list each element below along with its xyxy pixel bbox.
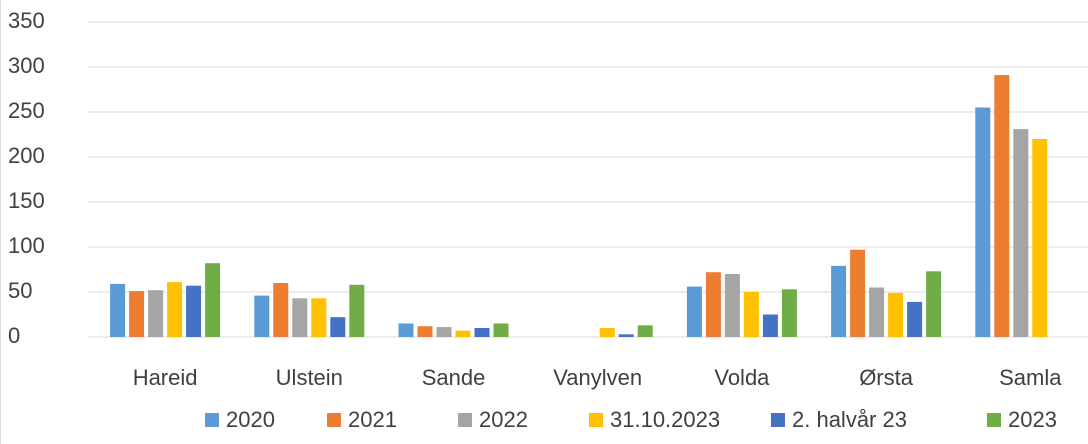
- bar: [686, 286, 702, 337]
- bar: [474, 328, 490, 337]
- bar: [850, 249, 866, 337]
- legend-label: 2021: [348, 407, 397, 432]
- legend-swatch: [771, 413, 785, 427]
- y-tick-label: 0: [8, 323, 20, 348]
- bar: [129, 291, 145, 337]
- bar: [273, 283, 289, 337]
- x-tick-label: Ørsta: [859, 365, 914, 390]
- y-tick-label: 350: [8, 8, 45, 33]
- bar: [205, 263, 221, 337]
- bar: [455, 330, 471, 337]
- bar: [254, 295, 270, 337]
- legend-label: 2023: [1008, 407, 1057, 432]
- x-tick-label: Sande: [422, 365, 486, 390]
- bar: [398, 323, 414, 337]
- bar: [618, 334, 634, 337]
- x-tick-label: Ulstein: [276, 365, 343, 390]
- bar: [637, 325, 653, 337]
- bar: [781, 289, 797, 337]
- y-tick-label: 50: [8, 278, 32, 303]
- legend-label: 31.10.2023: [610, 407, 720, 432]
- bar: [311, 298, 327, 337]
- bar: [869, 287, 885, 337]
- bar: [724, 274, 740, 337]
- bar: [599, 328, 615, 337]
- bar: [349, 284, 365, 337]
- y-tick-label: 300: [8, 53, 45, 78]
- bar: [493, 323, 509, 337]
- bar: [110, 283, 126, 337]
- bar: [994, 75, 1010, 337]
- legend-label: 2. halvår 23: [792, 407, 907, 432]
- legend-label: 2020: [226, 407, 275, 432]
- bar: [926, 271, 942, 337]
- legend-label: 2022: [479, 407, 528, 432]
- bar: [831, 265, 847, 337]
- x-tick-label: Samla: [999, 365, 1062, 390]
- y-tick-label: 150: [8, 188, 45, 213]
- bar: [705, 272, 721, 337]
- y-tick-label: 200: [8, 143, 45, 168]
- legend-swatch: [987, 413, 1001, 427]
- bar: [330, 317, 346, 337]
- bar: [148, 290, 164, 337]
- legend-swatch: [205, 413, 219, 427]
- legend-swatch: [458, 413, 472, 427]
- legend-swatch: [589, 413, 603, 427]
- x-tick-label: Volda: [714, 365, 770, 390]
- y-tick-label: 250: [8, 98, 45, 123]
- bar: [1032, 139, 1048, 337]
- bar: [907, 301, 923, 337]
- bar: [292, 298, 308, 337]
- bar: [743, 292, 759, 337]
- bar: [436, 327, 452, 337]
- legend-swatch: [327, 413, 341, 427]
- x-tick-label: Vanylven: [553, 365, 642, 390]
- bar: [888, 292, 904, 337]
- x-tick-label: Hareid: [133, 365, 198, 390]
- bar: [417, 326, 433, 337]
- y-tick-label: 100: [8, 233, 45, 258]
- bar: [1013, 129, 1029, 337]
- bar: [762, 314, 778, 337]
- bar: [186, 285, 202, 337]
- bar: [167, 282, 183, 337]
- bar: [975, 107, 991, 337]
